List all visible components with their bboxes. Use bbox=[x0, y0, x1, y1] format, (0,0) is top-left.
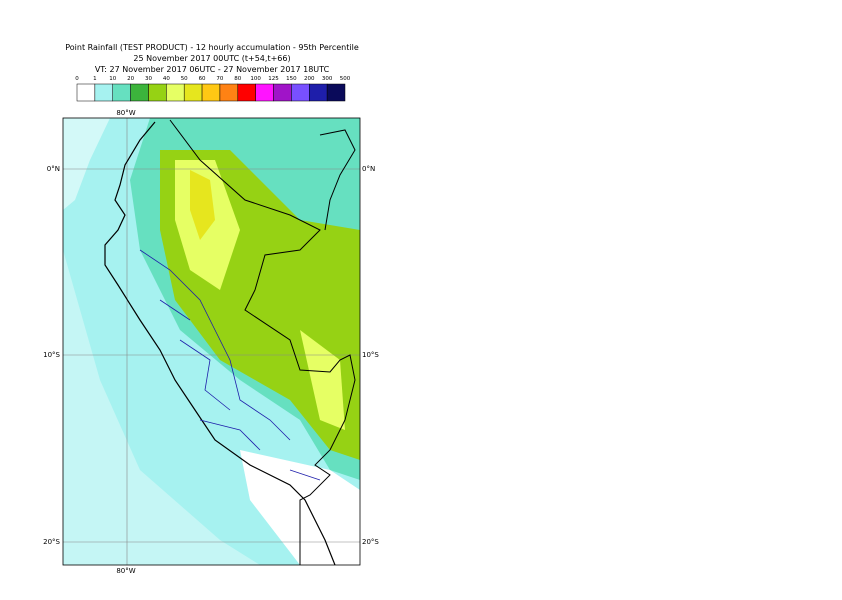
rain-area bbox=[200, 380, 300, 460]
regions bbox=[139, 249, 321, 481]
border bbox=[169, 119, 356, 565]
lat-label: 20°S bbox=[362, 538, 379, 546]
legend-swatch bbox=[237, 83, 256, 102]
coastline bbox=[104, 121, 336, 565]
dry-area bbox=[63, 250, 260, 565]
lat-label: 0°N bbox=[47, 165, 60, 173]
title: Point Rainfall (TEST PRODUCT) - 12 hourl… bbox=[65, 43, 359, 52]
legend-label: 500 bbox=[340, 76, 351, 82]
lat-label: 10°S bbox=[43, 351, 60, 359]
legend-swatch bbox=[201, 83, 221, 102]
legend-label: 40 bbox=[163, 76, 170, 82]
legend-label: 100 bbox=[250, 76, 261, 82]
legend-label: 80 bbox=[234, 76, 241, 82]
legend-label: 150 bbox=[286, 76, 297, 82]
lon-label: 80°W bbox=[116, 567, 135, 575]
lat-label: 0°N bbox=[362, 165, 375, 173]
legend-swatch bbox=[309, 83, 328, 102]
dry-area bbox=[63, 118, 110, 210]
border bbox=[319, 129, 356, 231]
lat-label: 10°S bbox=[362, 351, 379, 359]
legend-swatch bbox=[94, 83, 113, 102]
legend-label: 30 bbox=[145, 76, 152, 82]
legend-label: 10 bbox=[109, 76, 116, 82]
legend-swatch bbox=[291, 83, 310, 102]
legend-label: 300 bbox=[322, 76, 333, 82]
legend-label: 60 bbox=[199, 76, 206, 82]
legend-swatch bbox=[219, 83, 239, 102]
legend-swatch bbox=[76, 83, 96, 102]
legend-swatch bbox=[148, 83, 167, 102]
legend-swatch bbox=[112, 83, 131, 102]
header: Point Rainfall (TEST PRODUCT) - 12 hourl… bbox=[65, 43, 359, 74]
lon-label: 80°W bbox=[116, 109, 135, 117]
legend-swatch bbox=[166, 83, 185, 102]
legend-label: 200 bbox=[304, 76, 315, 82]
subtitle: 25 November 2017 00UTC (t+54,t+66) bbox=[133, 54, 290, 63]
lat-label: 20°S bbox=[43, 538, 60, 546]
map-frame bbox=[62, 117, 361, 566]
legend-label: 70 bbox=[216, 76, 223, 82]
map bbox=[63, 118, 360, 565]
legend-label: 50 bbox=[181, 76, 188, 82]
legend-label: 1 bbox=[93, 76, 97, 82]
legend-label: 20 bbox=[127, 76, 134, 82]
legend-label: 125 bbox=[268, 76, 279, 82]
legend: 0 1 10 20 30 40 50 60 70 80 100 125 150 200 300 500 bbox=[75, 76, 351, 102]
legend-swatch bbox=[273, 83, 292, 102]
subtitle: VT: 27 November 2017 06UTC - 27 November… bbox=[95, 65, 330, 74]
legend-swatch bbox=[130, 83, 149, 102]
rain-area bbox=[190, 170, 215, 240]
legend-swatch bbox=[183, 83, 203, 102]
legend-label: 0 bbox=[75, 76, 79, 82]
legend-swatch bbox=[326, 83, 346, 102]
legend-swatch bbox=[255, 83, 274, 102]
